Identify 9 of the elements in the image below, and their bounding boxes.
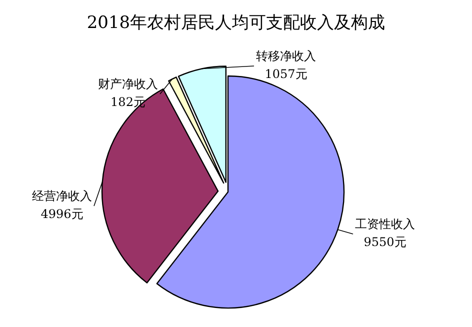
data-label: 182元	[110, 95, 146, 109]
slice-label: 工资性收入	[355, 217, 415, 231]
data-label: 4996元	[40, 207, 84, 221]
legend-label: 财产净收入	[98, 77, 158, 91]
data-label: 1057元	[264, 67, 308, 81]
chart-title: 2018年农村居民人均可支配收入及构成	[86, 13, 386, 33]
slice-label: 转移净收入	[256, 49, 316, 63]
data-label: 9550元	[364, 235, 406, 249]
slice-label: 经营净收入	[32, 189, 92, 203]
